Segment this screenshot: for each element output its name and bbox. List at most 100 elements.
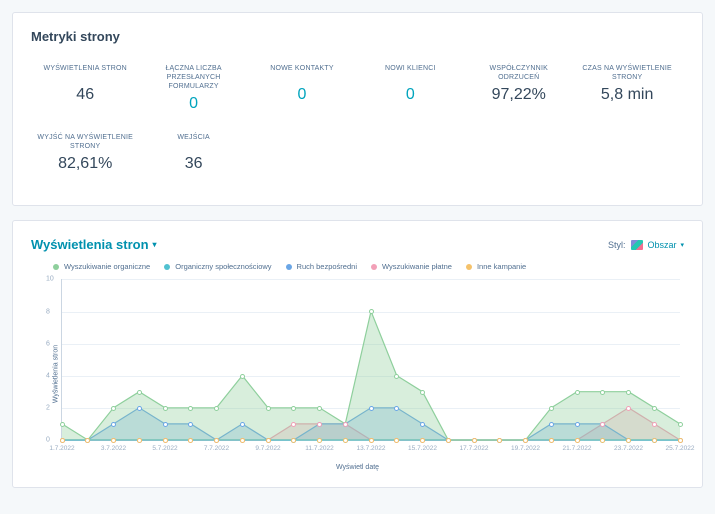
- chevron-down-icon: ▾: [153, 240, 157, 249]
- chart-svg: [62, 279, 680, 440]
- legend-label: Organiczny społecznościowy: [175, 262, 271, 271]
- metric-item: WEJŚCIA36: [139, 127, 247, 187]
- data-point[interactable]: [600, 438, 605, 443]
- metric-item: WSPÓŁCZYNNIK ODRZUCEŃ97,22%: [465, 58, 573, 127]
- chart-header: Wyświetlenia stron ▾ Styl: Obszar ▾: [31, 237, 684, 252]
- data-point[interactable]: [369, 438, 374, 443]
- x-tick-label: 1.7.2022: [49, 445, 74, 452]
- x-tick-label: 21.7.2022: [563, 445, 592, 452]
- metric-label: ŁĄCZNA LICZBA PRZESŁANYCH FORMULARZY: [143, 64, 243, 91]
- data-point[interactable]: [652, 406, 657, 411]
- metrics-card: Metryki strony WYŚWIETLENIA STRON46ŁĄCZN…: [12, 12, 703, 206]
- data-point[interactable]: [240, 438, 245, 443]
- x-tick-label: 23.7.2022: [614, 445, 643, 452]
- metric-label: CZAS NA WYŚWIETLENIE STRONY: [577, 64, 677, 82]
- data-point[interactable]: [549, 438, 554, 443]
- data-point[interactable]: [137, 390, 142, 395]
- chevron-down-icon: ▾: [680, 241, 684, 249]
- data-point[interactable]: [163, 438, 168, 443]
- legend-item[interactable]: Inne kampanie: [466, 262, 526, 271]
- data-point[interactable]: [549, 406, 554, 411]
- legend-label: Wyszukiwanie organiczne: [64, 262, 150, 271]
- metric-item: ŁĄCZNA LICZBA PRZESŁANYCH FORMULARZY 0: [139, 58, 247, 127]
- data-point[interactable]: [394, 374, 399, 379]
- data-point[interactable]: [214, 406, 219, 411]
- metric-value: 46: [35, 86, 135, 104]
- legend-dot-icon: [466, 264, 472, 270]
- data-point[interactable]: [240, 374, 245, 379]
- data-point[interactable]: [343, 422, 348, 427]
- data-point[interactable]: [472, 438, 477, 443]
- chart-style-picker: Styl: Obszar ▾: [608, 240, 684, 250]
- data-point[interactable]: [420, 422, 425, 427]
- y-axis-label: Wyświetlenia stron: [53, 345, 60, 403]
- data-point[interactable]: [343, 438, 348, 443]
- y-tick-label: 10: [46, 276, 54, 283]
- data-point[interactable]: [369, 406, 374, 411]
- data-point[interactable]: [497, 438, 502, 443]
- data-point[interactable]: [214, 438, 219, 443]
- data-point[interactable]: [60, 422, 65, 427]
- data-point[interactable]: [137, 438, 142, 443]
- data-point[interactable]: [60, 438, 65, 443]
- legend-item[interactable]: Organiczny społecznościowy: [164, 262, 271, 271]
- y-tick-label: 6: [46, 340, 50, 347]
- metric-value: 0: [252, 86, 352, 104]
- data-point[interactable]: [111, 406, 116, 411]
- data-point[interactable]: [420, 390, 425, 395]
- data-point[interactable]: [291, 438, 296, 443]
- data-point[interactable]: [626, 390, 631, 395]
- legend-label: Inne kampanie: [477, 262, 526, 271]
- data-point[interactable]: [85, 438, 90, 443]
- data-point[interactable]: [420, 438, 425, 443]
- data-point[interactable]: [652, 422, 657, 427]
- data-point[interactable]: [188, 438, 193, 443]
- data-point[interactable]: [678, 438, 683, 443]
- data-point[interactable]: [240, 422, 245, 427]
- style-value: Obszar: [647, 240, 676, 250]
- data-point[interactable]: [575, 438, 580, 443]
- data-point[interactable]: [394, 438, 399, 443]
- data-point[interactable]: [652, 438, 657, 443]
- legend-item[interactable]: Wyszukiwanie płatne: [371, 262, 452, 271]
- data-point[interactable]: [111, 438, 116, 443]
- metric-value: 0: [143, 95, 243, 113]
- chart-title-label: Wyświetlenia stron: [31, 237, 149, 252]
- data-point[interactable]: [369, 309, 374, 314]
- x-tick-label: 25.7.2022: [666, 445, 695, 452]
- data-point[interactable]: [317, 422, 322, 427]
- data-point[interactable]: [523, 438, 528, 443]
- data-point[interactable]: [549, 422, 554, 427]
- data-point[interactable]: [266, 438, 271, 443]
- legend-dot-icon: [164, 264, 170, 270]
- data-point[interactable]: [163, 406, 168, 411]
- metric-label: WYJŚĆ NA WYŚWIETLENIE STRONY: [35, 133, 135, 151]
- chart-style-dropdown[interactable]: Obszar ▾: [631, 240, 684, 250]
- data-point[interactable]: [137, 406, 142, 411]
- y-tick-label: 8: [46, 308, 50, 315]
- metrics-title: Metryki strony: [31, 29, 684, 44]
- data-point[interactable]: [317, 406, 322, 411]
- legend-item[interactable]: Wyszukiwanie organiczne: [53, 262, 150, 271]
- chart-title-dropdown[interactable]: Wyświetlenia stron ▾: [31, 237, 157, 252]
- data-point[interactable]: [163, 422, 168, 427]
- data-point[interactable]: [600, 390, 605, 395]
- data-point[interactable]: [317, 438, 322, 443]
- x-tick-label: 13.7.2022: [357, 445, 386, 452]
- metric-label: NOWE KONTAKTY: [252, 64, 352, 82]
- legend-label: Ruch bezpośredni: [297, 262, 357, 271]
- data-point[interactable]: [626, 406, 631, 411]
- chart-card: Wyświetlenia stron ▾ Styl: Obszar ▾ Wysz…: [12, 220, 703, 488]
- data-point[interactable]: [575, 422, 580, 427]
- data-point[interactable]: [111, 422, 116, 427]
- x-tick-label: 5.7.2022: [152, 445, 177, 452]
- metric-value: 0: [360, 86, 460, 104]
- chart-plot: 02468101.7.20223.7.20225.7.20227.7.20229…: [61, 279, 680, 441]
- legend-item[interactable]: Ruch bezpośredni: [286, 262, 357, 271]
- x-tick-label: 17.7.2022: [460, 445, 489, 452]
- data-point[interactable]: [446, 438, 451, 443]
- data-point[interactable]: [575, 390, 580, 395]
- data-point[interactable]: [266, 406, 271, 411]
- data-point[interactable]: [626, 438, 631, 443]
- data-point[interactable]: [678, 422, 683, 427]
